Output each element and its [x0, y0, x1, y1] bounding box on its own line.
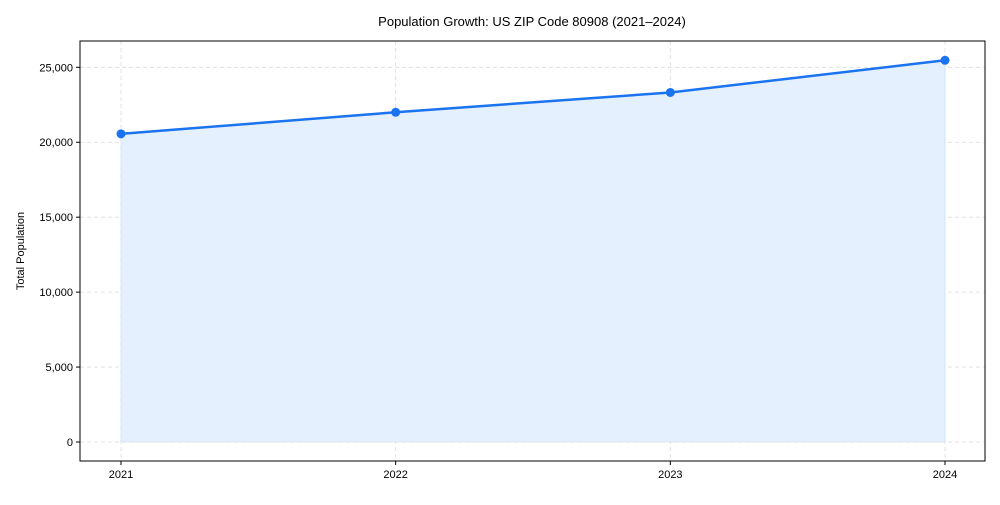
y-tick-label: 25,000	[39, 62, 73, 74]
data-point	[665, 87, 675, 97]
y-tick-label: 20,000	[39, 137, 73, 149]
data-point	[391, 107, 401, 117]
y-tick-label: 10,000	[39, 287, 73, 299]
series-line	[120, 59, 946, 136]
area-layer	[116, 55, 950, 443]
x-tick-label: 2023	[658, 469, 682, 481]
x-tick-label: 2022	[383, 469, 407, 481]
x-tick-label: 2024	[933, 469, 957, 481]
y-tick-label: 15,000	[39, 212, 73, 224]
ticks: 0 5,000 10,000 15,000 20,000 25,000 2021 2022 20…	[39, 62, 957, 481]
chart-title: Population Growth: US ZIP Code 80908 (20…	[378, 14, 686, 29]
data-point	[116, 129, 126, 139]
y-tick-label: 0	[67, 437, 73, 449]
plot-frame	[79, 40, 986, 462]
data-point	[940, 55, 950, 65]
y-axis-label: Total Population	[15, 212, 27, 290]
x-tick-label: 2021	[109, 469, 133, 481]
series-area-fill	[120, 59, 946, 443]
y-tick-label: 5,000	[45, 362, 73, 374]
